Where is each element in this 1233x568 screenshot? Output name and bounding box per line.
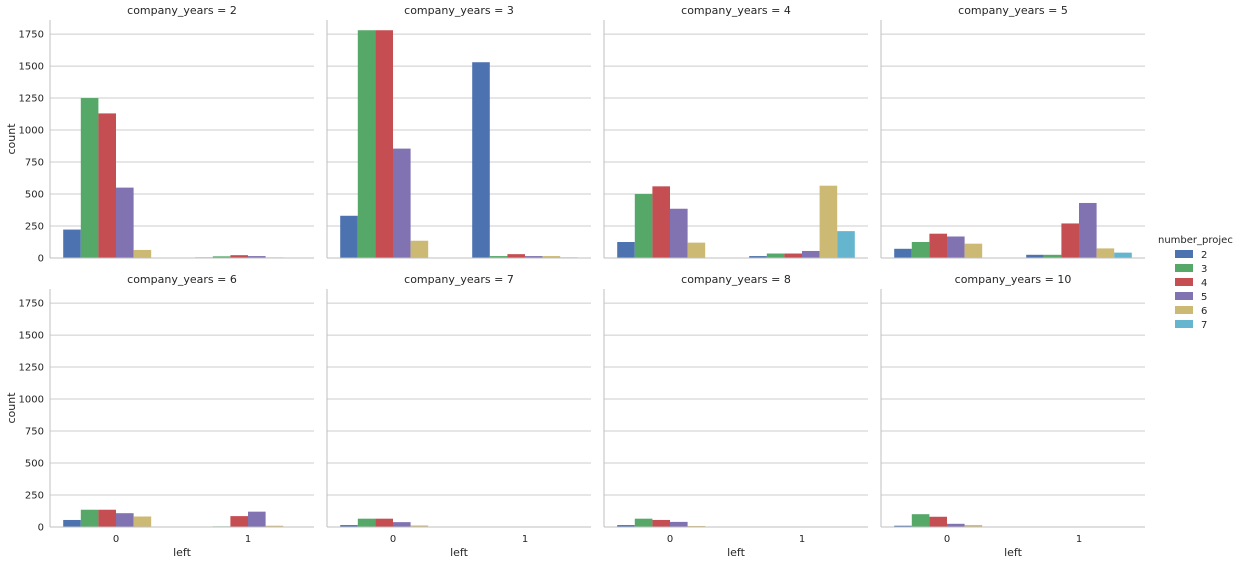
- bar-4-left-1: [230, 516, 248, 527]
- bar-4-left-0: [98, 113, 116, 258]
- y-tick-label: 750: [25, 158, 44, 169]
- legend-label-7: 7: [1201, 320, 1207, 331]
- facet-title: company_years = 5: [958, 4, 1068, 17]
- legend-label-2: 2: [1201, 250, 1207, 261]
- y-tick-label: 1750: [19, 30, 44, 41]
- facet-title: company_years = 3: [404, 4, 514, 17]
- facet-title: company_years = 10: [955, 273, 1072, 286]
- bar-4-left-1: [1061, 223, 1079, 258]
- bar-3-left-0: [81, 98, 99, 258]
- bar-6-left-1: [1097, 248, 1115, 258]
- facet-title: company_years = 8: [681, 273, 791, 286]
- x-tick-label: 1: [1076, 534, 1082, 545]
- bar-5-left-0: [670, 209, 688, 258]
- x-tick-label: 0: [390, 534, 396, 545]
- bar-4-left-0: [929, 517, 947, 527]
- y-tick-label: 0: [38, 523, 44, 534]
- x-axis-label: left: [727, 546, 746, 559]
- y-axis-label: count: [5, 123, 18, 155]
- bar-2-left-1: [472, 62, 490, 258]
- y-tick-label: 250: [25, 491, 44, 502]
- bar-5-left-1: [802, 251, 820, 258]
- bar-3-left-0: [635, 194, 653, 258]
- bar-3-left-0: [358, 519, 376, 527]
- legend-label-3: 3: [1201, 264, 1207, 275]
- y-axis-label: count: [5, 392, 18, 424]
- y-tick-label: 250: [25, 222, 44, 233]
- x-axis-label: left: [173, 546, 192, 559]
- bar-6-left-1: [820, 186, 838, 258]
- bar-4-left-0: [652, 186, 670, 258]
- bar-6-left-0: [965, 244, 983, 258]
- y-tick-label: 750: [25, 427, 44, 438]
- y-tick-label: 500: [25, 459, 44, 470]
- bar-5-left-0: [393, 149, 411, 258]
- bar-3-left-0: [358, 30, 376, 258]
- bar-5-left-0: [116, 513, 134, 527]
- bar-6-left-0: [134, 517, 152, 527]
- bar-7-left-1: [837, 231, 855, 258]
- facet-title: company_years = 2: [127, 4, 237, 17]
- legend-swatch-2: [1175, 250, 1193, 258]
- y-tick-label: 1250: [19, 363, 44, 374]
- bar-5-left-0: [947, 237, 965, 259]
- bar-4-left-1: [507, 254, 525, 258]
- bar-6-left-0: [411, 241, 429, 258]
- bar-4-left-0: [375, 30, 393, 258]
- bar-4-left-0: [98, 510, 116, 527]
- bar-5-left-1: [248, 512, 266, 527]
- bar-4-left-0: [929, 234, 947, 258]
- y-tick-label: 1750: [19, 299, 44, 310]
- legend-label-4: 4: [1201, 278, 1207, 289]
- bar-5-left-0: [116, 188, 134, 258]
- x-axis-label: left: [450, 546, 469, 559]
- bar-3-left-0: [635, 519, 653, 527]
- facet-title: company_years = 7: [404, 273, 514, 286]
- bar-5-left-0: [670, 522, 688, 527]
- bar-2-left-0: [894, 249, 912, 258]
- legend-label-5: 5: [1201, 292, 1207, 303]
- y-tick-label: 1000: [19, 395, 44, 406]
- bar-5-left-0: [393, 522, 411, 527]
- bar-3-left-0: [912, 242, 930, 258]
- legend-swatch-3: [1175, 264, 1193, 272]
- bar-3-left-0: [81, 510, 99, 527]
- legend-swatch-7: [1175, 320, 1193, 328]
- y-tick-label: 1000: [19, 126, 44, 137]
- x-tick-label: 0: [667, 534, 673, 545]
- facet-title: company_years = 6: [127, 273, 237, 286]
- x-tick-label: 1: [522, 534, 528, 545]
- x-tick-label: 0: [113, 534, 119, 545]
- bar-7-left-1: [1114, 253, 1132, 258]
- bar-3-left-0: [912, 514, 930, 527]
- x-axis-label: left: [1004, 546, 1023, 559]
- y-tick-label: 1500: [19, 331, 44, 342]
- y-tick-label: 1500: [19, 62, 44, 73]
- facet-title: company_years = 4: [681, 4, 791, 17]
- bar-4-left-0: [652, 520, 670, 527]
- x-tick-label: 1: [799, 534, 805, 545]
- y-tick-label: 0: [38, 254, 44, 265]
- bar-2-left-0: [340, 216, 358, 258]
- bar-4-left-0: [375, 519, 393, 527]
- legend-swatch-4: [1175, 278, 1193, 286]
- legend-swatch-6: [1175, 306, 1193, 314]
- legend-swatch-5: [1175, 292, 1193, 300]
- bar-2-left-0: [617, 242, 635, 258]
- bar-4-left-1: [784, 254, 802, 258]
- bar-3-left-1: [767, 254, 785, 258]
- x-tick-label: 1: [245, 534, 251, 545]
- bar-5-left-1: [1079, 203, 1097, 258]
- bar-2-left-0: [63, 520, 81, 527]
- legend-title: number_project: [1158, 235, 1233, 246]
- bar-2-left-0: [63, 230, 81, 258]
- bar-6-left-0: [688, 243, 706, 258]
- y-tick-label: 500: [25, 190, 44, 201]
- x-tick-label: 0: [944, 534, 950, 545]
- y-tick-label: 1250: [19, 94, 44, 105]
- bar-6-left-0: [134, 250, 152, 258]
- legend-label-6: 6: [1201, 306, 1207, 317]
